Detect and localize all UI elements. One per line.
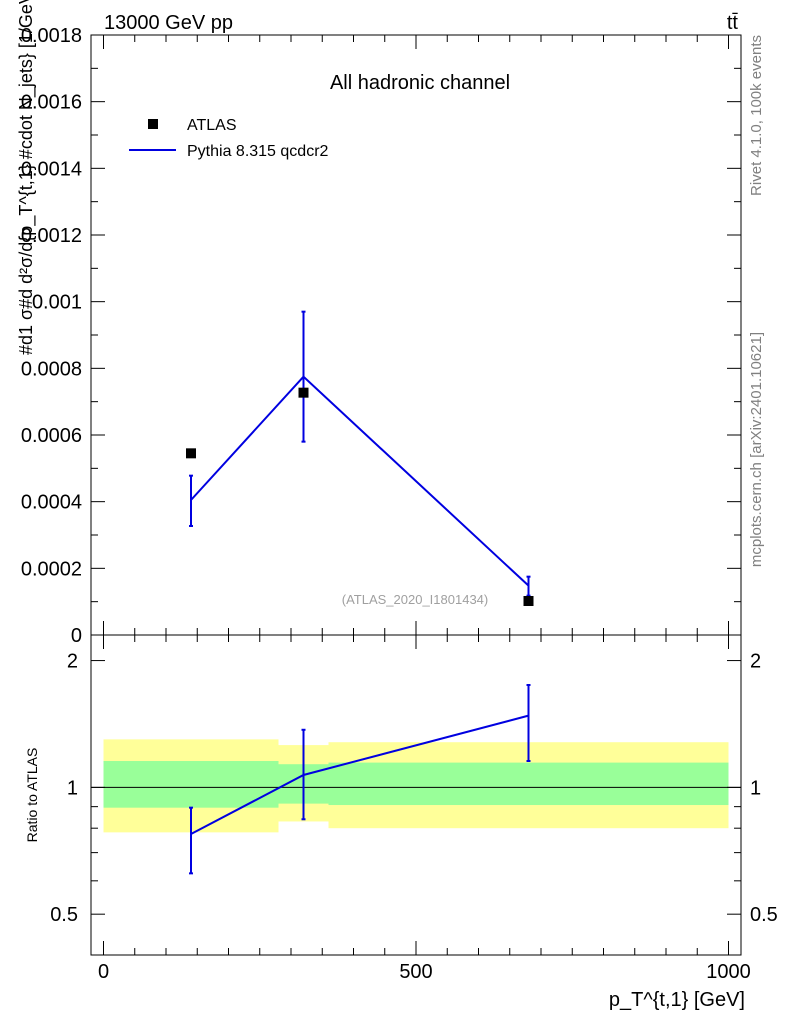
ratio-y-tick-label: 0.5 (50, 904, 78, 926)
channel-title: All hadronic channel (330, 72, 510, 94)
data-point (186, 448, 196, 459)
ratio-y-tick-label: 2 (67, 651, 78, 673)
axis-ticks (91, 34, 741, 955)
rivet-version-label: Rivet 4.1.0, 100k events (748, 35, 765, 196)
final-state-label: tt̄ (727, 12, 739, 34)
ratio-band-inner (103, 761, 279, 808)
legend-data-label: ATLAS (187, 117, 237, 134)
y-tick-label: 0.0012 (21, 225, 82, 247)
ratio-y-tick-label-right: 0.5 (750, 904, 778, 926)
y-tick-label: 0.0004 (21, 492, 82, 514)
y-tick-label: 0.0016 (21, 92, 82, 114)
source-label: mcplots.cern.ch [arXiv:2401.10621] (748, 332, 765, 567)
main-y-axis-label: #d1 σ#d d²σ/d{p_T^{t,1} #cdot N_jets} [1… (16, 0, 37, 355)
x-tick-label: 500 (399, 961, 432, 983)
legend-mc-label: Pythia 8.315 qcdcr2 (187, 143, 329, 160)
ratio-y-tick-label: 1 (67, 777, 78, 799)
ratio-y-tick-label-right: 2 (750, 651, 761, 673)
y-tick-label: 0.0008 (21, 358, 82, 380)
data-point (523, 596, 534, 606)
ratio-y-axis-label: Ratio to ATLAS (24, 748, 40, 843)
y-tick-label: 0.001 (32, 292, 82, 314)
x-tick-label: 1000 (706, 961, 751, 983)
y-tick-label: 0.0002 (21, 558, 82, 580)
process-label: 13000 GeV pp (104, 12, 233, 34)
data-point (298, 387, 309, 398)
y-tick-label: 0 (71, 625, 82, 647)
y-tick-label: 0.0018 (21, 25, 82, 47)
y-tick-label: 0.0006 (21, 425, 82, 447)
chart-marks (186, 310, 534, 875)
analysis-id: (ATLAS_2020_I1801434) (342, 592, 488, 607)
ratio-bands (91, 739, 741, 833)
ratio-y-tick-label-right: 1 (750, 777, 761, 799)
tick-labels: 0 0.0002 0.0004 0.0006 0.0008 0.001 0.0012 0.00… (21, 25, 778, 983)
legend-data-marker (148, 119, 158, 129)
x-tick-label: 0 (98, 961, 109, 983)
y-tick-label: 0.0014 (21, 158, 82, 180)
ratio-band-inner (328, 762, 729, 806)
x-axis-label: p_T^{t,1} [GeV] (609, 989, 745, 1011)
